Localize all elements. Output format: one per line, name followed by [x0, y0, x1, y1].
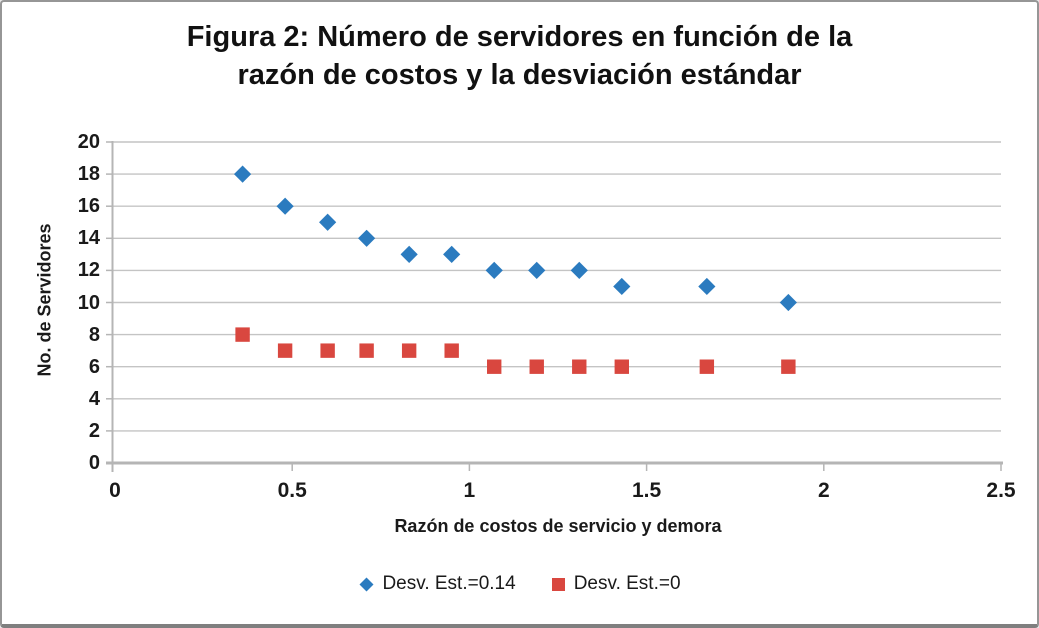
- data-point-diamond-1.31: [570, 261, 588, 279]
- x-tick-label-2: 2: [817, 479, 830, 502]
- x-tick-label-2.5: 2.5: [986, 479, 1016, 502]
- square-icon: [551, 577, 565, 591]
- data-point-square-1.19: [529, 359, 544, 374]
- data-point-diamond-0.71: [358, 229, 376, 247]
- x-tick-label-1.5: 1.5: [631, 479, 662, 502]
- y-tick-label-4: 4: [88, 387, 100, 410]
- data-point-square-1.9: [781, 359, 796, 374]
- data-point-square-0.83: [401, 343, 417, 358]
- y-tick-label-16: 16: [77, 195, 100, 218]
- y-tick-label-8: 8: [88, 323, 100, 346]
- y-tick-label-20: 20: [77, 131, 100, 153]
- data-point-diamond-1.9: [779, 293, 797, 312]
- y-tick-label-12: 12: [77, 259, 100, 282]
- data-point-diamond-1.43: [613, 277, 631, 296]
- data-point-diamond-1.07: [485, 261, 503, 279]
- x-axis-title: Razón de costos de servicio y demora: [394, 516, 722, 536]
- data-point-square-0.71: [359, 343, 374, 358]
- data-point-square-0.6: [320, 343, 335, 358]
- data-point-square-1.31: [572, 359, 587, 374]
- y-tick-label-18: 18: [77, 163, 100, 186]
- y-tick-label-14: 14: [77, 227, 100, 250]
- data-point-diamond-0.6: [319, 213, 337, 231]
- chart-title-line-2: razón de costos y la desviación estándar: [237, 59, 802, 91]
- data-point-diamond-1.19: [528, 261, 546, 279]
- data-point-diamond-1.67: [698, 277, 716, 296]
- y-tick-label-0: 0: [88, 452, 100, 474]
- data-point-square-0.48: [277, 343, 293, 358]
- legend-item-square: Desv. Est.=0: [550, 573, 681, 595]
- y-tick-label-6: 6: [88, 355, 100, 378]
- data-point-diamond-0.95: [443, 245, 461, 263]
- y-tick-label-10: 10: [77, 291, 100, 314]
- data-point-diamond-0.36: [233, 165, 252, 183]
- data-point-diamond-0.83: [400, 245, 418, 263]
- chart-title: Figura 2: Número de servidores en funció…: [2, 18, 1037, 94]
- y-axis-title: No. de Servidores: [34, 223, 55, 377]
- x-tick-label-0.5: 0.5: [277, 479, 307, 502]
- x-tick-label-1: 1: [463, 479, 476, 502]
- data-point-square-1.07: [487, 359, 502, 374]
- data-point-square-1.43: [614, 359, 629, 374]
- chart-title-line-1: Figura 2: Número de servidores en funció…: [186, 21, 853, 53]
- legend-label: Desv. Est.=0: [573, 573, 681, 594]
- y-tick-label-2: 2: [88, 419, 100, 442]
- diamond-icon: [359, 577, 374, 591]
- data-point-diamond-0.48: [276, 197, 294, 215]
- data-point-square-0.36: [235, 327, 250, 342]
- legend-label: Desv. Est.=0.14: [382, 573, 516, 594]
- legend-item-diamond: Desv. Est.=0.14: [358, 573, 516, 595]
- data-point-square-0.95: [444, 343, 459, 358]
- data-point-square-1.67: [699, 359, 715, 374]
- x-tick-label-0: 0: [109, 479, 121, 502]
- legend: Desv. Est.=0.14 Desv. Est.=0: [2, 573, 1037, 595]
